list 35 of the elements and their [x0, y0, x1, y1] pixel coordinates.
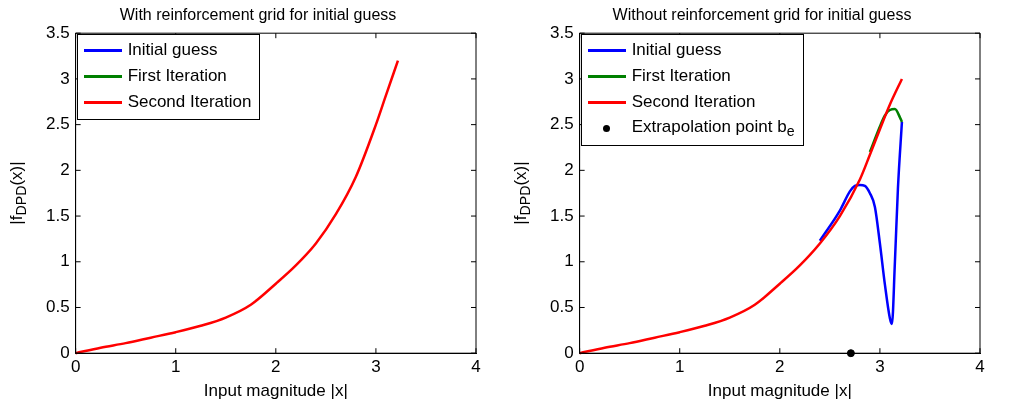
legend-label: First Iteration	[631, 66, 731, 87]
chart-title: Without reinforcement grid for initial guess	[612, 6, 912, 24]
legend-label: Initial guess	[631, 40, 722, 61]
y-tick-label: 1	[564, 251, 574, 271]
x-axis-title: Input magnitude |x|	[707, 381, 852, 401]
y-tick-label: 0.5	[45, 297, 70, 317]
legend-label: Extrapolation point b$_{e}$	[631, 116, 795, 140]
x-tick-label: 1	[170, 357, 181, 377]
y-tick-label: 2	[60, 160, 70, 180]
legend-label: Second Iteration	[127, 92, 252, 113]
y-tick-label: 0	[564, 342, 574, 362]
x-tick-label: 1	[674, 357, 685, 377]
x-tick-label: 3	[875, 357, 885, 377]
y-tick-label: 1.5	[549, 205, 574, 225]
x-tick-label: 2	[271, 357, 281, 377]
x-tick-label: 4	[471, 357, 481, 377]
y-tick-label: 2	[564, 160, 574, 180]
y-tick-label: 2.5	[549, 114, 574, 134]
y-tick-label: 3.5	[45, 22, 70, 42]
chart-title: With reinforcement grid for initial guess	[119, 6, 397, 24]
y-tick-label: 2.5	[45, 114, 70, 134]
y-tick-label: 0	[60, 342, 70, 362]
legend-label: First Iteration	[127, 66, 227, 87]
y-tick-label: 1	[60, 251, 70, 271]
y-tick-label: 3.5	[549, 22, 574, 42]
x-axis-title: Input magnitude |x|	[203, 381, 348, 401]
legend-label: Second Iteration	[631, 92, 756, 113]
y-tick-label: 1.5	[45, 205, 70, 225]
legend-label: Initial guess	[127, 40, 218, 61]
x-tick-label: 2	[775, 357, 785, 377]
x-tick-label: 3	[371, 357, 381, 377]
y-tick-label: 0.5	[549, 297, 574, 317]
y-tick-label: 3	[564, 68, 574, 88]
y-tick-label: 3	[60, 68, 70, 88]
x-tick-label: 4	[975, 357, 985, 377]
